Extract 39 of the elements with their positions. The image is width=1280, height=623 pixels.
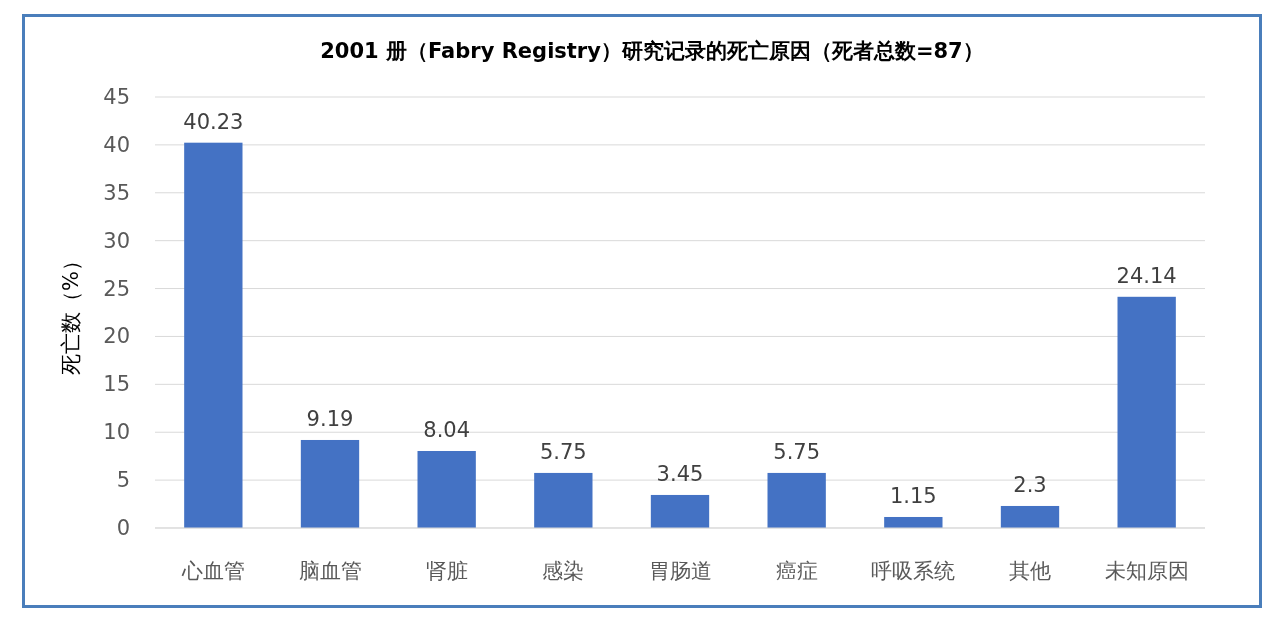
bar (534, 472, 593, 528)
bar (650, 494, 710, 528)
bar (767, 472, 826, 528)
data-label: 1.15 (889, 483, 937, 508)
data-label: 5.75 (773, 439, 821, 464)
data-label: 24.14 (1116, 263, 1177, 288)
bar (417, 451, 476, 528)
y-tick-label: 0 (116, 516, 130, 540)
y-tick-label: 25 (103, 276, 130, 301)
x-tick-label: 胃肠道 (648, 559, 712, 583)
x-tick-label: 未知原因 (1104, 559, 1189, 583)
bar (1117, 296, 1176, 528)
x-tick-label: 心血管 (180, 559, 245, 583)
y-tick-label: 15 (103, 372, 130, 397)
data-label: 40.23 (183, 109, 244, 134)
data-label: 5.75 (539, 439, 587, 464)
y-tick-label: 45 (103, 85, 130, 109)
y-tick-label: 20 (103, 324, 130, 349)
x-tick-label: 肾脏 (425, 559, 468, 583)
y-tick-label: 10 (103, 420, 130, 445)
y-tick-label: 40 (103, 132, 130, 157)
y-axis-title: 死亡数（%） (59, 250, 83, 375)
x-tick-label: 脑血管 (298, 559, 362, 583)
data-label: 2.3 (1013, 472, 1047, 497)
y-tick-label: 5 (116, 468, 130, 493)
data-label: 3.45 (656, 461, 704, 486)
x-tick-label: 呼吸系统 (871, 559, 956, 583)
y-tick-label: 35 (103, 180, 130, 205)
x-tick-label: 其他 (1009, 559, 1051, 583)
y-tick-label: 30 (103, 228, 130, 253)
chart-title: 2001 册（Fabry Registry）研究记录的死亡原因（死者总数=87） (320, 39, 984, 63)
bar (300, 439, 360, 528)
x-tick-label: 感染 (542, 559, 585, 583)
bar (1000, 505, 1060, 528)
data-label: 9.19 (306, 406, 354, 431)
bar (884, 516, 943, 528)
bar (184, 142, 243, 528)
x-tick-label: 癌症 (775, 559, 818, 583)
data-label: 8.04 (423, 417, 471, 442)
